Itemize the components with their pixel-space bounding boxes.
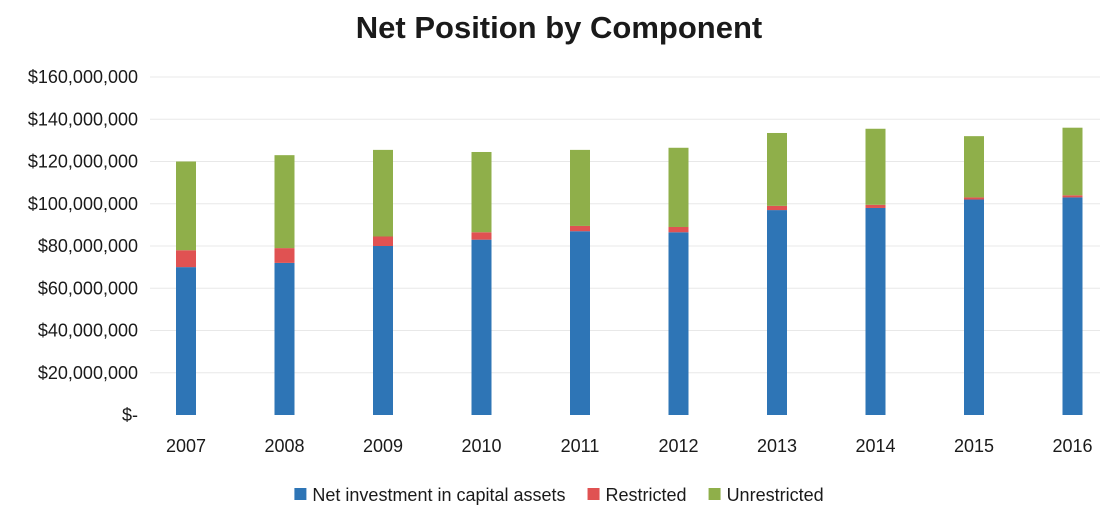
gridlines [150, 76, 1100, 374]
x-tick-label: 2013 [757, 436, 797, 456]
y-tick-label: $40,000,000 [38, 321, 138, 341]
bar-net-investment-in-capital-assets-2007 [176, 267, 196, 415]
y-tick-label: $- [122, 405, 138, 425]
x-tick-label: 2009 [363, 436, 403, 456]
bar-unrestricted-2013 [767, 132, 787, 206]
x-tick-label: 2014 [855, 436, 895, 456]
legend-label: Net investment in capital assets [312, 485, 565, 505]
bar-restricted-2007 [176, 250, 196, 268]
bar-restricted-2009 [373, 236, 393, 246]
bar-unrestricted-2014 [865, 128, 886, 205]
x-tick-label: 2010 [461, 436, 501, 456]
bar-net-investment-in-capital-assets-2014 [865, 207, 886, 415]
bar-unrestricted-2007 [176, 161, 196, 251]
bar-restricted-2014 [865, 204, 886, 208]
legend: Net investment in capital assets Restrict… [294, 485, 824, 505]
legend-swatch [708, 488, 721, 500]
bar-net-investment-in-capital-assets-2013 [767, 210, 787, 415]
bar-unrestricted-2015 [964, 136, 984, 198]
bar-unrestricted-2008 [274, 155, 295, 249]
bar-unrestricted-2012 [668, 147, 689, 227]
legend-label: Unrestricted [727, 485, 824, 505]
x-tick-label: 2007 [166, 436, 206, 456]
bar-net-investment-in-capital-assets-2012 [668, 232, 689, 415]
bar-net-investment-in-capital-assets-2015 [964, 199, 984, 415]
legend-label: Restricted [606, 485, 687, 505]
bar-unrestricted-2016 [1062, 127, 1083, 196]
x-tick-label: 2011 [561, 436, 600, 456]
bar-restricted-2015 [964, 197, 984, 200]
y-tick-label: $20,000,000 [38, 363, 138, 383]
x-tick-label: 2012 [658, 436, 698, 456]
y-tick-label: $140,000,000 [28, 109, 138, 129]
bar-restricted-2008 [274, 248, 295, 263]
legend-swatch [587, 488, 600, 500]
bar-net-investment-in-capital-assets-2010 [471, 239, 492, 415]
bar-net-investment-in-capital-assets-2016 [1062, 197, 1083, 415]
bar-unrestricted-2010 [471, 151, 492, 233]
chart-title: Net Position by Component [356, 10, 762, 45]
x-tick-label: 2008 [264, 436, 304, 456]
y-tick-label: $100,000,000 [28, 194, 138, 214]
y-tick-label: $80,000,000 [38, 236, 138, 256]
bar-net-investment-in-capital-assets-2008 [274, 262, 295, 415]
bar-restricted-2011 [570, 225, 590, 232]
x-tick-label: 2016 [1052, 436, 1092, 456]
y-tick-label: $60,000,000 [38, 278, 138, 298]
bar-unrestricted-2011 [570, 149, 590, 226]
x-axis-tick-labels: 2007 2008 2009 2010 2011 2012 2013 2014 2015 2016 [166, 436, 1093, 456]
x-tick-label: 2015 [954, 436, 994, 456]
bar-unrestricted-2009 [373, 149, 393, 237]
legend-swatch [294, 488, 307, 500]
bar-restricted-2013 [767, 205, 787, 211]
bar-net-investment-in-capital-assets-2009 [373, 246, 393, 415]
y-tick-label: $160,000,000 [28, 67, 138, 87]
bar-net-investment-in-capital-assets-2011 [570, 231, 590, 415]
y-axis-tick-labels: $- $20,000,000 $40,000,000 $60,000,000 $80,0… [28, 67, 138, 425]
bars [176, 127, 1083, 415]
y-tick-label: $120,000,000 [28, 152, 138, 172]
bar-restricted-2010 [471, 232, 492, 240]
bar-restricted-2012 [668, 226, 689, 233]
bar-restricted-2016 [1062, 195, 1083, 198]
